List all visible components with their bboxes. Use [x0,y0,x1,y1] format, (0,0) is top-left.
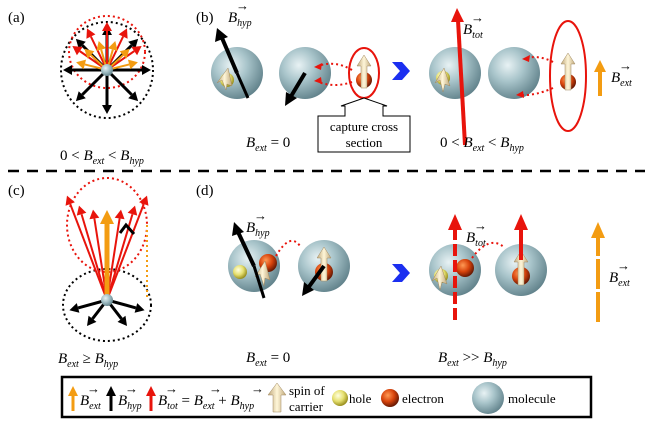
spin-of-carrier [254,260,271,287]
legend-spin-line1: spin of [289,383,325,398]
panel-b-caption-right: 0 < Bext < Bhyp [440,135,524,154]
hole [233,265,247,279]
b-tot-arrow-head [65,195,75,206]
panel-d-caption-right: Bext >> Bhyp [438,350,507,369]
hole-icon [332,390,348,406]
spin-of-carrier [216,67,233,91]
b-tot-arrow [80,213,108,301]
b-hyp-arrow [220,37,239,74]
b-hyp-arrow-head [63,65,72,75]
b-hyp-arrow-head [128,38,139,49]
molecule-icon [472,382,504,414]
svg-text:→: → [87,381,100,396]
panel-c-caption: Bext ≥ Bhyp [58,351,118,370]
legend: Bext → Bhyp → Btot = Bext + Bhyp → → → s… [60,375,593,419]
spin-of-carrier-icon [267,382,287,413]
molecule [429,47,481,99]
b-ext-arrow-head [96,41,106,52]
panel-d: (d) Bhyp → Bext = 0 Btot → [196,183,630,369]
b-ext-arrow-head [84,48,95,59]
red-arrow-icon [146,386,156,396]
svg-text:→: → [254,208,267,223]
nucleus-dot [101,294,113,306]
panel-b: (b) Bhyp → capture cross section Bext = … [196,0,632,154]
b-ext-arrow-head [119,48,130,59]
b-ext-arrow-head [108,41,118,52]
spin-of-carrier [431,265,448,291]
b-tot-arrow-head [102,22,112,31]
callout-text-2: section [346,135,383,150]
svg-text:→: → [209,381,222,396]
b-hyp-arrow-head [102,105,112,114]
b-tot-arrow-head [89,209,100,220]
b-hyp-arrow-head [69,303,80,313]
b-hyp-arrow-head [142,65,151,75]
b-hyp-arrow-head [134,303,145,313]
svg-text:→: → [474,218,487,233]
b-hyp-arrow-head [75,38,86,49]
nucleus-dot [101,64,113,76]
legend-molecule: molecule [508,391,556,406]
molecule [488,47,540,99]
legend-electron: electron [402,391,444,406]
panel-d-caption-left: Bext = 0 [246,350,290,369]
black-dotted-circle [62,268,152,342]
capture-cross-section-callout [317,97,411,153]
b-hyp-arrow-head [75,91,86,102]
legend-equation: Btot = Bext + Bhyp [158,393,254,412]
spin-of-carrier [560,52,576,91]
b-tot-arrow [106,36,124,71]
b-tot-arrow-head [76,205,87,216]
b-tot-arrow-head [127,205,138,216]
orange-arrow-icon [68,386,78,396]
b-ext-arrow-head [127,59,138,70]
spin-of-carrier [356,54,372,89]
spin-of-carrier [434,67,451,93]
b-tot-arrow-head [86,28,96,39]
b-hyp-arrow-head [117,315,127,326]
b-tot-arrow-head [118,28,128,39]
legend-spin-line2: carrier [289,399,324,414]
panel-c: (c) Bext ≥ Bhyp [8,177,152,370]
black-arrow-icon [106,386,116,396]
svg-text:→: → [617,258,630,273]
svg-text:→: → [236,0,249,13]
spin-of-carrier [316,246,332,282]
red-dotted-circle [68,15,146,89]
electron [456,259,474,277]
b-hyp-arrow-head [87,315,97,326]
b-tot-arrow [106,203,145,301]
panel-a-caption: 0 < Bext < Bhyp [60,148,144,167]
b-tot-arrow-head [72,46,83,56]
b-tot-arrow-head [139,195,149,206]
b-ext-arrow-head [76,59,87,70]
transition-chevron [392,264,410,282]
transition-chevron [392,62,410,80]
svg-text:→: → [165,381,178,396]
b-hyp-arrow [236,231,256,267]
legend-hole: hole [349,391,372,406]
b-tot-arrow [456,19,467,146]
svg-text:→: → [251,381,264,396]
callout-text-1: capture cross [330,119,398,134]
panel-b-label: (b) [196,10,214,26]
b-hyp-arrow-head [128,91,139,102]
b-tot-arrow [69,203,108,301]
electron-icon [381,389,399,407]
svg-text:→: → [125,381,138,396]
panel-c-label: (c) [8,183,25,199]
svg-text:→: → [471,10,484,25]
spin-of-carrier [513,250,529,286]
panel-d-label: (d) [196,183,214,199]
panel-b-caption-left: Bext = 0 [246,135,290,154]
b-tot-arrow-head [131,46,142,56]
panel-a-label: (a) [8,10,25,26]
b-tot-arrow [90,36,108,71]
capture-cross-section-ellipse [549,20,587,132]
svg-text:→: → [619,58,632,73]
panel-a: (a) 0 < Bext < Bhyp [8,10,154,167]
b-tot-arrow-head [114,209,125,220]
